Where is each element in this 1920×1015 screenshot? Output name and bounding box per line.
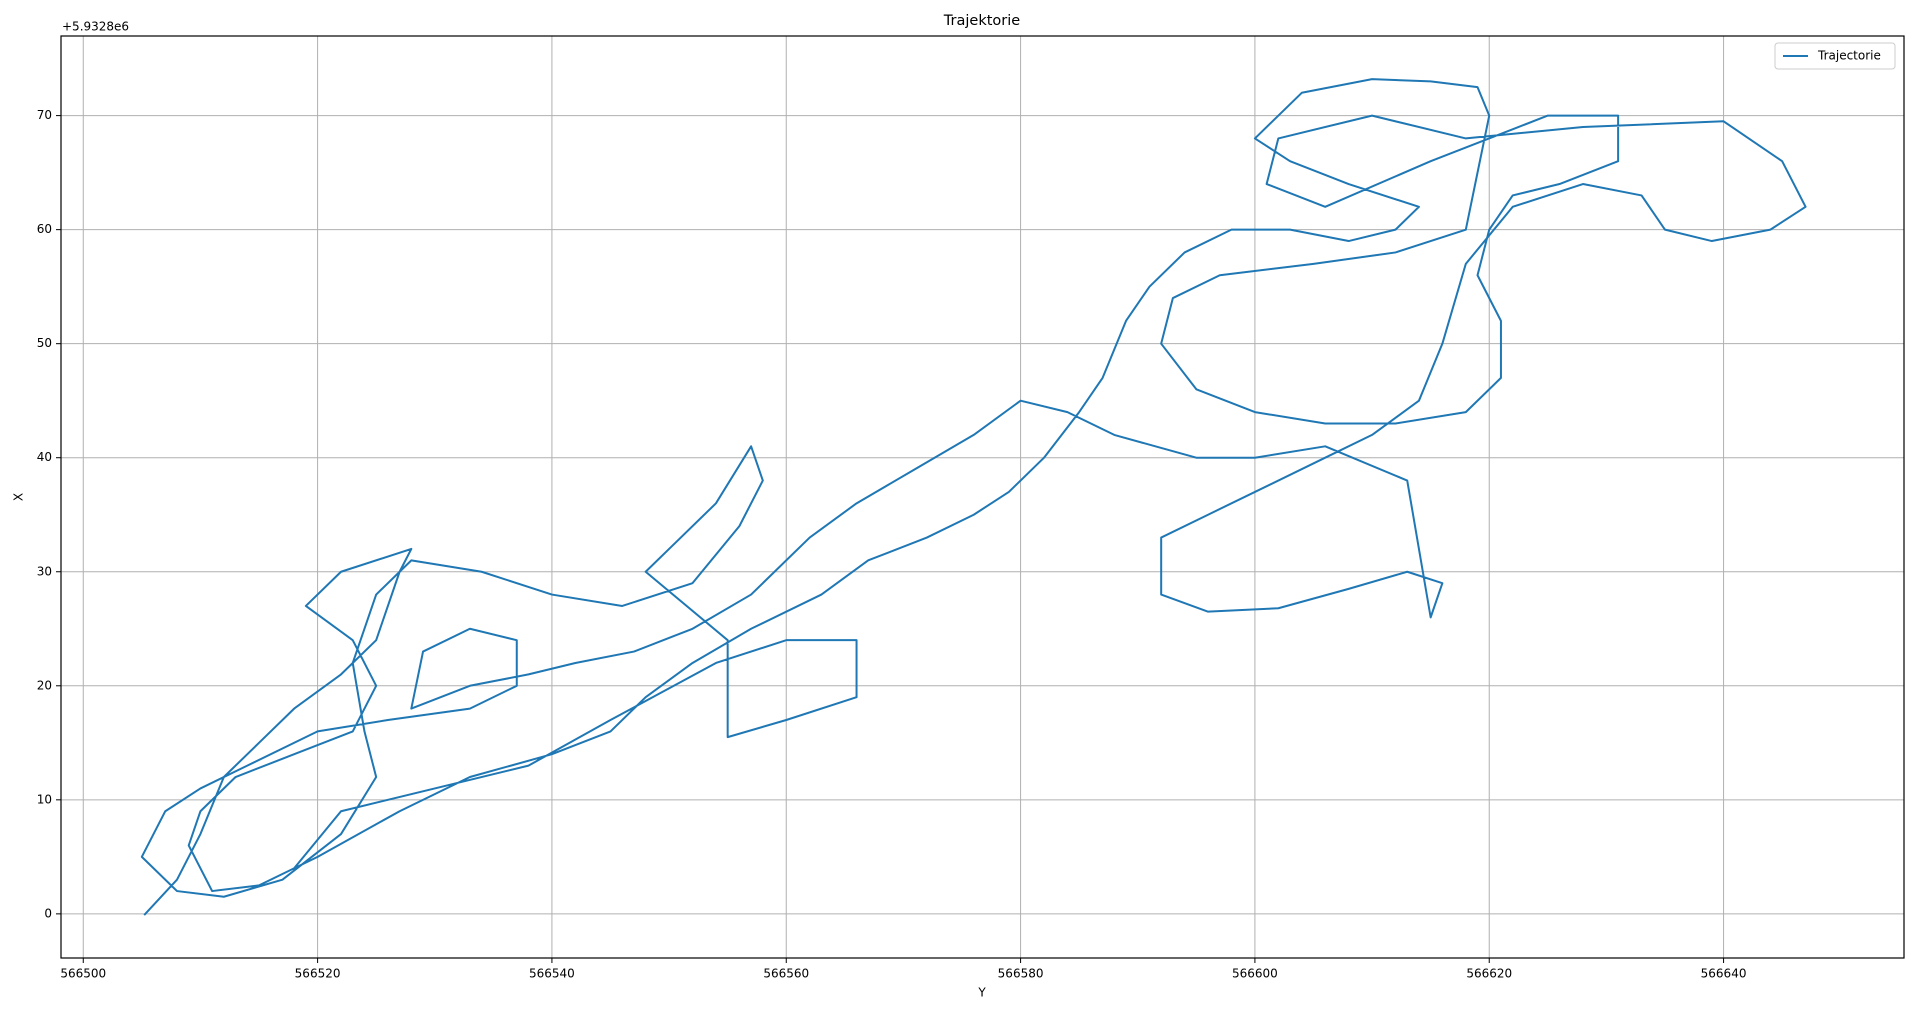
x-tick-label: 566560 <box>763 967 809 981</box>
x-tick-label: 566620 <box>1466 967 1512 981</box>
x-tick-label: 566520 <box>295 967 341 981</box>
chart-title: Trajektorie <box>943 13 1020 29</box>
y-tick-label: 40 <box>37 450 52 464</box>
x-tick-label: 566540 <box>529 967 575 981</box>
y-tick-label: 10 <box>37 792 52 806</box>
y-tick-label: 50 <box>37 336 52 350</box>
y-tick-label: 70 <box>37 108 52 122</box>
x-tick-label: 566500 <box>60 967 106 981</box>
axes-frame <box>60 35 1905 959</box>
trajectory-line <box>140 78 1807 916</box>
y-tick-label: 20 <box>37 678 52 692</box>
legend-label: Trajectorie <box>1817 49 1881 63</box>
y-tick-label: 0 <box>44 906 52 920</box>
legend-box <box>1774 42 1896 70</box>
y-tick-label: 60 <box>37 222 52 236</box>
x-axis-label: Y <box>977 986 986 1000</box>
x-tick-label: 566600 <box>1232 967 1278 981</box>
x-tick-label: 566640 <box>1701 967 1747 981</box>
y-tick-label: 30 <box>37 564 52 578</box>
x-tick-label: 566580 <box>998 967 1044 981</box>
y-offset-label: +5.9328e6 <box>62 20 129 34</box>
y-axis-label: X <box>12 493 26 501</box>
